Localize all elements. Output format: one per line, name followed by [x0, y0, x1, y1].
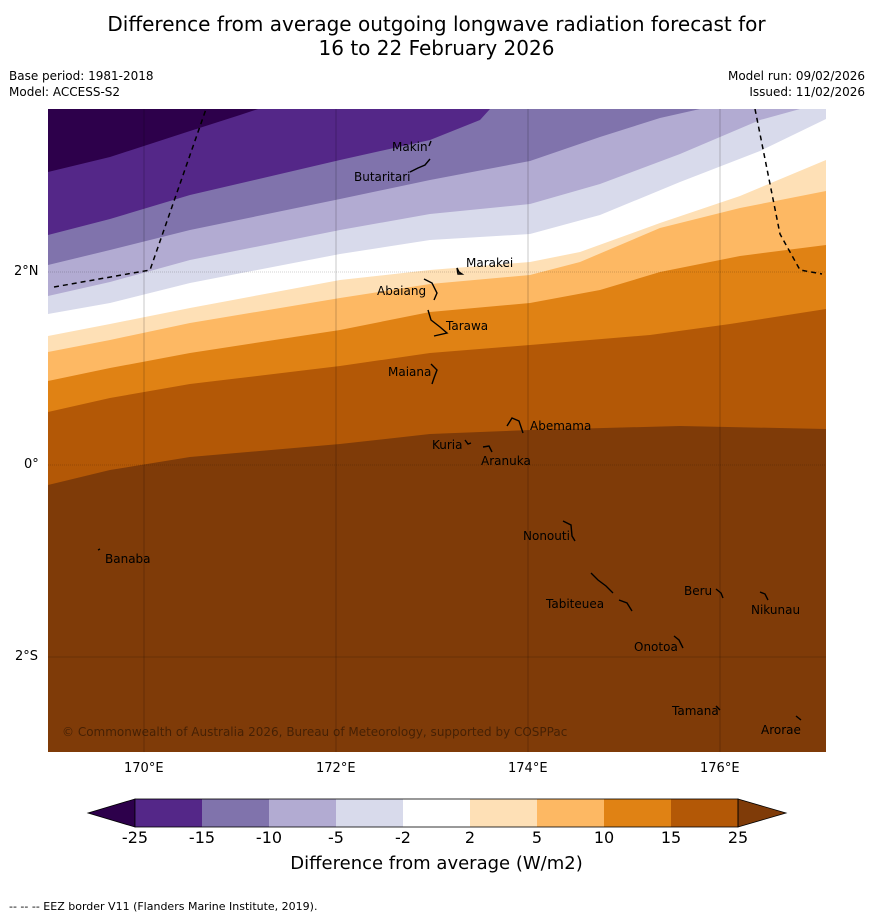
colorbar-tick: -25 [121, 828, 149, 847]
island-tamana [715, 705, 721, 711]
eez-border-east [754, 109, 823, 275]
place-label: Banaba [105, 552, 151, 566]
place-label: Marakei [466, 256, 513, 270]
island-banaba [97, 548, 101, 551]
place-label: Maiana [388, 365, 431, 379]
colorbar [86, 798, 788, 828]
title-line-2: 16 to 22 February 2026 [318, 36, 555, 60]
island-abaiang [423, 278, 438, 301]
island-beru [715, 588, 724, 599]
colorbar-cell [269, 799, 336, 827]
footer-note: -- -- -- EEZ border V11 (Flanders Marine… [9, 900, 318, 913]
lon-label-176e: 176°E [700, 761, 740, 776]
colorbar-extend-low [86, 798, 136, 828]
lon-label-170e: 170°E [124, 761, 164, 776]
colorbar-tick: 25 [727, 828, 749, 847]
colorbar-tick: -15 [188, 828, 216, 847]
island-maiana [430, 363, 438, 385]
island-makin [428, 140, 432, 147]
island-tarawa [427, 309, 449, 337]
place-label: Beru [684, 584, 712, 598]
colorbar-tick: -5 [328, 828, 344, 847]
lat-label-2n: 2°N [14, 264, 39, 279]
colorbar-tick: 15 [660, 828, 682, 847]
place-label: Abemama [530, 419, 591, 433]
base-period: Base period: 1981-2018 [9, 69, 154, 83]
colorbar-cell [537, 799, 604, 827]
gridlines [48, 109, 826, 752]
island-aranuka [482, 445, 493, 453]
place-label: Nikunau [751, 603, 800, 617]
colorbar-tick: -10 [255, 828, 283, 847]
place-label: Arorae [761, 723, 801, 737]
colorbar-cell [671, 799, 738, 827]
colorbar-tick: -2 [395, 828, 411, 847]
place-label: Nonouti [523, 529, 570, 543]
colorbar-cell [135, 799, 202, 827]
lat-label-2s: 2°S [15, 649, 39, 664]
island-tabiteuea [590, 572, 633, 612]
island-onotoa [673, 635, 684, 649]
island-kuria [464, 439, 472, 445]
colorbar-cell [604, 799, 671, 827]
eez-border-west [53, 109, 207, 288]
lat-label-0: 0° [24, 457, 39, 472]
meta-left: Base period: 1981-2018 Model: ACCESS-S2 [9, 68, 154, 100]
colorbar-extend-high [737, 798, 788, 828]
place-label: Makin [392, 140, 428, 154]
colorbar-tick: 2 [464, 828, 476, 847]
island-abemama [506, 417, 524, 434]
island-nonouti [562, 520, 576, 542]
issued-date: Issued: 11/02/2026 [749, 85, 865, 99]
place-label: Tamana [671, 704, 719, 718]
model-run: Model run: 09/02/2026 [727, 69, 865, 83]
band-below-neg25 [48, 109, 258, 172]
meta-right: Model run: 09/02/2026 Issued: 11/02/2026 [728, 68, 865, 100]
place-label: Kuria [432, 438, 463, 452]
island-outlines [97, 140, 802, 721]
place-label: Abaiang [377, 284, 426, 298]
colorbar-cell [336, 799, 403, 827]
lon-label-172e: 172°E [316, 761, 356, 776]
colorbar-tick: 10 [593, 828, 615, 847]
colorbar-cell [403, 799, 470, 827]
place-label: Butaritari [354, 170, 411, 184]
island-marakei [456, 267, 465, 275]
colorbar-cell [470, 799, 537, 827]
colorbar-cell [202, 799, 269, 827]
chart-title: Difference from average outgoing longwav… [0, 12, 873, 60]
island-nikunau [759, 591, 769, 601]
contour-fills: Makin Butaritari Marakei Abaiang Tarawa … [48, 109, 826, 752]
colorbar-frame [134, 798, 739, 828]
place-labels: Makin Butaritari Marakei Abaiang Tarawa … [105, 140, 801, 737]
island-butaritari [409, 158, 431, 173]
model-name: Model: ACCESS-S2 [9, 85, 121, 99]
place-label: Aranuka [481, 454, 531, 468]
copyright-watermark: © Commonwealth of Australia 2026, Bureau… [62, 725, 567, 739]
place-label: Onotoa [634, 640, 678, 654]
colorbar-tick: 5 [531, 828, 543, 847]
title-line-1: Difference from average outgoing longwav… [107, 12, 766, 36]
place-label: Tarawa [445, 319, 488, 333]
place-label: Tabiteuea [545, 597, 604, 611]
eez-borders [53, 109, 823, 288]
lon-label-174e: 174°E [508, 761, 548, 776]
island-arorae [795, 715, 802, 721]
colorbar-title: Difference from average (W/m2) [290, 853, 583, 874]
